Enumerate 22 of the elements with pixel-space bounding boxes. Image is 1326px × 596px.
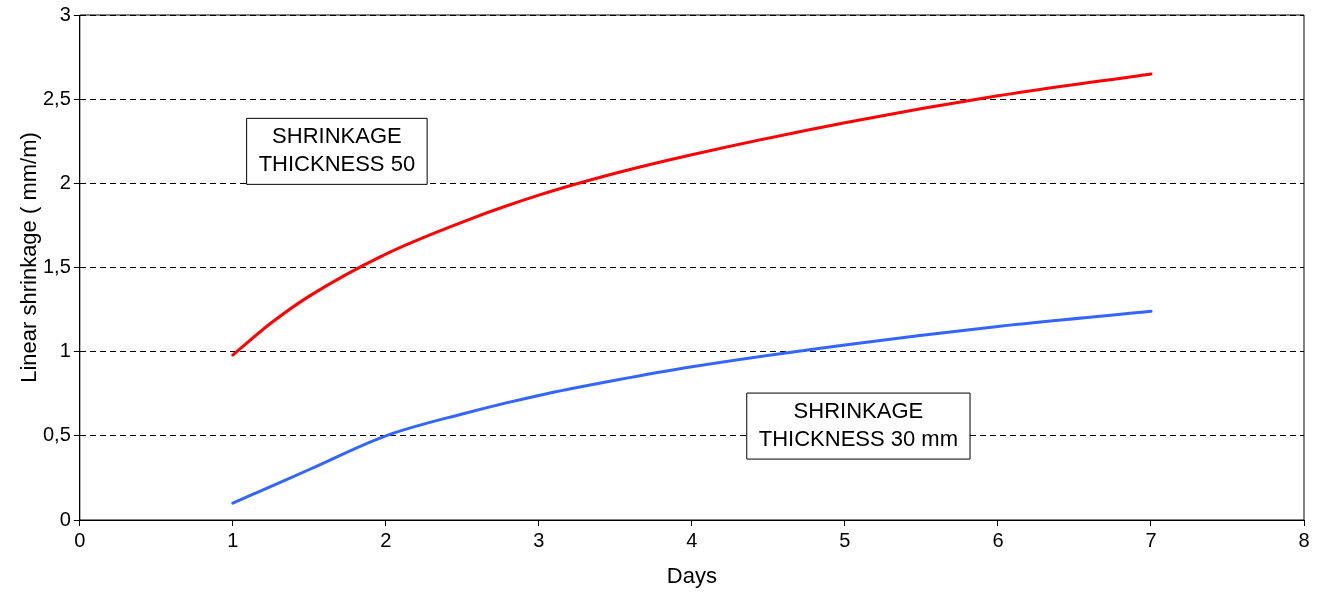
series-label: SHRINKAGE THICKNESS 30 mm <box>758 398 959 452</box>
y-tick-label: 2 <box>59 170 71 193</box>
x-tick-label: 3 <box>533 528 545 551</box>
x-tick-label: 2 <box>380 528 392 551</box>
line-series <box>231 72 1153 357</box>
x-tick-label: 1 <box>227 528 239 551</box>
y-tick-label: 0,5 <box>42 423 71 446</box>
x-tick-label: 4 <box>686 528 698 551</box>
x-axis-title: Days <box>666 563 717 589</box>
x-tick-label: 5 <box>839 528 851 551</box>
x-tick-label: 7 <box>1145 528 1157 551</box>
y-tick-label: 3 <box>59 2 71 25</box>
y-tick-label: 2,5 <box>42 86 71 109</box>
y-tick-label: 0 <box>59 507 71 530</box>
x-tick-label: 0 <box>74 528 86 551</box>
x-tick-label: 8 <box>1298 528 1310 551</box>
x-tick-label: 6 <box>992 528 1004 551</box>
y-axis-title: Linear shrinkage ( mm/m) <box>16 132 42 383</box>
text: SHRINKAGE THICKNESS 50 <box>258 123 416 177</box>
y-tick-label: 1 <box>59 339 71 362</box>
line-series <box>231 309 1153 505</box>
y-tick-label: 1,5 <box>42 255 71 278</box>
